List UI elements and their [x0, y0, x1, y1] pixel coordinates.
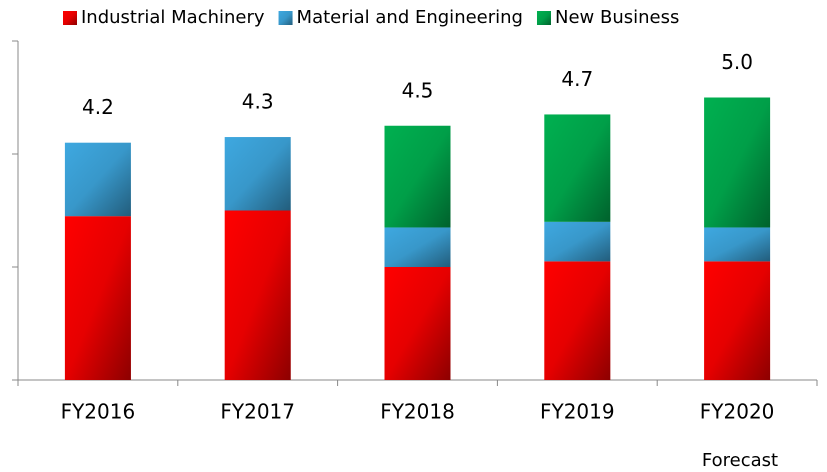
bar-shade: [384, 125, 451, 228]
bar-shade: [544, 221, 611, 262]
x-tick-label: FY2019: [540, 400, 615, 424]
legend-label: Industrial Machinery: [81, 7, 265, 28]
total-label: 4.5: [402, 78, 434, 102]
total-label: 5.0: [721, 50, 753, 74]
bar-shade: [704, 97, 771, 228]
x-tick-label: FY2017: [220, 400, 295, 424]
bar-shade: [544, 114, 611, 222]
bar-shade: [704, 227, 771, 262]
total-label: 4.7: [561, 67, 593, 91]
x-tick-label: FY2018: [380, 400, 455, 424]
total-label: 4.3: [242, 90, 274, 114]
legend-shade: [278, 11, 293, 25]
legend-label: Material and Engineering: [297, 7, 523, 28]
legend-shade: [536, 11, 551, 25]
bar-shade: [224, 137, 291, 211]
legend-shade: [63, 11, 77, 25]
bar-shade: [704, 261, 771, 380]
bar-shade: [544, 261, 611, 380]
bar-shade: [64, 216, 131, 380]
total-label: 4.2: [82, 95, 114, 119]
x-tick-label: FY2020: [700, 400, 775, 424]
bar-shade: [224, 210, 291, 380]
legend-label: New Business: [555, 7, 679, 28]
annotation: Forecast: [702, 450, 778, 471]
x-tick-label: FY2016: [61, 400, 136, 424]
bar-shade: [384, 267, 451, 380]
bar-shade: [384, 227, 451, 267]
bar-shade: [64, 142, 131, 217]
